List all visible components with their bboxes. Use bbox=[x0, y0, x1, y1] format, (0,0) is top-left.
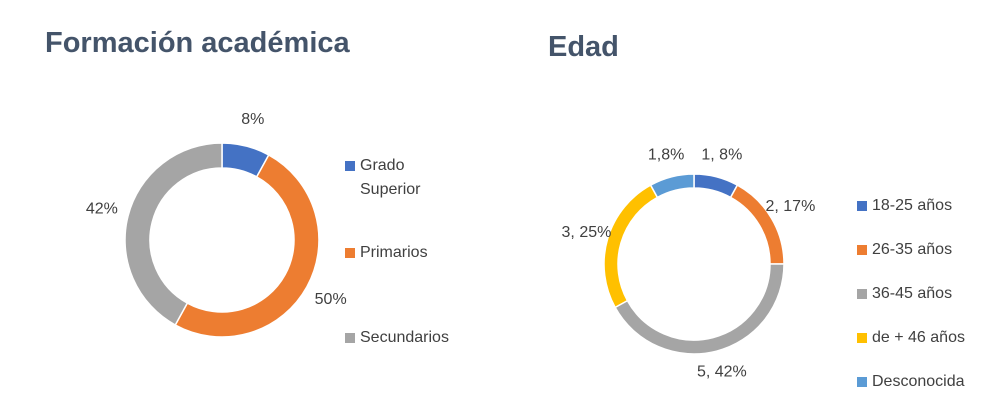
chart-title: Edad bbox=[548, 31, 619, 63]
data-label: 8% bbox=[241, 111, 264, 128]
donut-segment bbox=[124, 142, 223, 327]
donut-segment bbox=[729, 184, 785, 265]
data-label: 2, 17% bbox=[765, 198, 815, 215]
legend-swatch bbox=[345, 333, 355, 343]
legend-label: de + 46 años bbox=[872, 329, 965, 346]
legend-swatch bbox=[857, 201, 867, 211]
legend-label: 36-45 años bbox=[872, 285, 953, 302]
legend-swatch bbox=[857, 377, 867, 387]
legend-swatch bbox=[345, 248, 355, 258]
legend-label: Grado Superior bbox=[360, 157, 421, 198]
data-label: 50% bbox=[315, 291, 347, 308]
legend-label: Primarios bbox=[360, 244, 428, 261]
legend-label: Desconocida bbox=[872, 373, 965, 390]
donut-segment bbox=[649, 173, 695, 199]
legend-swatch bbox=[857, 245, 867, 255]
data-label: 5, 42% bbox=[697, 364, 747, 381]
data-label: 42% bbox=[86, 200, 118, 217]
legend-swatch bbox=[345, 161, 355, 171]
donut-segment bbox=[174, 153, 320, 338]
legend-swatch bbox=[857, 333, 867, 343]
legend-label: Secundarios bbox=[360, 329, 449, 346]
donut-segment bbox=[693, 173, 739, 199]
legend-label: 26-35 años bbox=[872, 241, 953, 258]
data-label: 3, 25% bbox=[562, 224, 612, 241]
data-label: 1,8% bbox=[648, 147, 684, 164]
legend-label: 18-25 años bbox=[872, 197, 953, 214]
data-label: 1, 8% bbox=[701, 147, 742, 164]
chart-title: Formación académica bbox=[45, 27, 350, 59]
donut-segment bbox=[603, 184, 659, 309]
legend-swatch bbox=[857, 289, 867, 299]
donut-segment bbox=[614, 263, 785, 355]
